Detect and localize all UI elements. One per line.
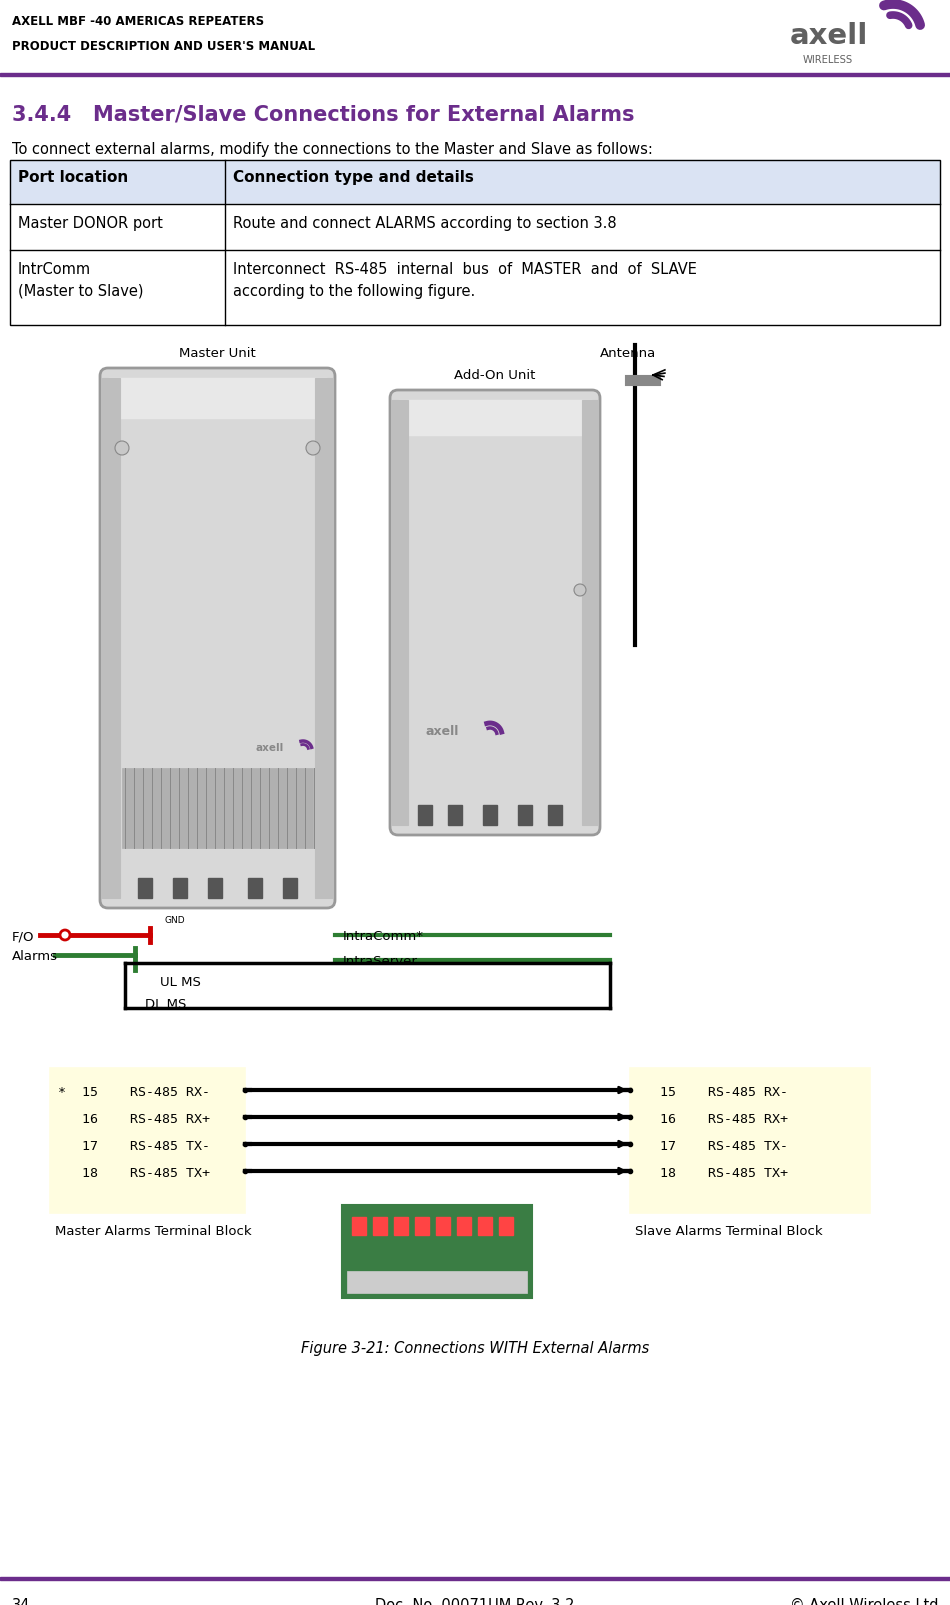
Text: 17    RS-485 TX-: 17 RS-485 TX- bbox=[660, 1140, 788, 1152]
Bar bbox=[548, 806, 562, 825]
Bar bbox=[10, 204, 940, 250]
Bar bbox=[10, 160, 940, 204]
Bar bbox=[208, 878, 222, 899]
Text: IntraServer: IntraServer bbox=[343, 955, 418, 968]
Bar bbox=[122, 769, 313, 847]
Text: 18    RS-485 TX+: 18 RS-485 TX+ bbox=[660, 1167, 788, 1180]
Text: AXELL MBF -40 AMERICAS REPEATERS: AXELL MBF -40 AMERICAS REPEATERS bbox=[12, 14, 264, 27]
Bar bbox=[418, 806, 432, 825]
Text: (Master to Slave): (Master to Slave) bbox=[18, 284, 143, 299]
Bar bbox=[102, 379, 120, 899]
Bar bbox=[630, 1067, 870, 1213]
Text: WIRELESS: WIRELESS bbox=[803, 55, 853, 64]
Text: To connect external alarms, modify the connections to the Master and Slave as fo: To connect external alarms, modify the c… bbox=[12, 141, 653, 157]
Bar bbox=[248, 878, 262, 899]
Bar bbox=[478, 1217, 492, 1234]
Bar bbox=[315, 379, 333, 899]
Text: 3.4.4   Master/Slave Connections for External Alarms: 3.4.4 Master/Slave Connections for Exter… bbox=[12, 104, 635, 124]
Text: Slave Alarms Terminal Block: Slave Alarms Terminal Block bbox=[635, 1225, 823, 1237]
Text: Master Alarms Terminal Block: Master Alarms Terminal Block bbox=[55, 1225, 252, 1237]
Text: Interconnect  RS-485  internal  bus  of  MASTER  and  of  SLAVE: Interconnect RS-485 internal bus of MAST… bbox=[233, 262, 697, 278]
Bar bbox=[448, 806, 462, 825]
Bar bbox=[173, 878, 187, 899]
Circle shape bbox=[306, 441, 320, 454]
Text: axell: axell bbox=[790, 22, 868, 50]
Text: axell: axell bbox=[255, 743, 283, 753]
Bar bbox=[342, 1205, 532, 1298]
Text: 16    RS-485 RX+: 16 RS-485 RX+ bbox=[660, 1112, 788, 1127]
Bar bbox=[0, 1578, 950, 1579]
Circle shape bbox=[574, 584, 586, 595]
Text: PRODUCT DESCRIPTION AND USER'S MANUAL: PRODUCT DESCRIPTION AND USER'S MANUAL bbox=[12, 40, 315, 53]
Text: IntraComm*: IntraComm* bbox=[343, 929, 424, 944]
FancyBboxPatch shape bbox=[390, 390, 600, 835]
Bar bbox=[352, 1217, 366, 1234]
Bar bbox=[0, 1578, 950, 1605]
Bar bbox=[347, 1271, 527, 1294]
Bar bbox=[108, 379, 327, 417]
Text: DL MS: DL MS bbox=[145, 998, 186, 1011]
Text: Master DONOR port: Master DONOR port bbox=[18, 217, 162, 231]
Text: Route and connect ALARMS according to section 3.8: Route and connect ALARMS according to se… bbox=[233, 217, 617, 231]
Bar bbox=[483, 806, 497, 825]
Text: Connection type and details: Connection type and details bbox=[233, 170, 474, 185]
Bar bbox=[436, 1217, 450, 1234]
Bar bbox=[0, 0, 950, 75]
Text: 17    RS-485 TX-: 17 RS-485 TX- bbox=[58, 1140, 210, 1152]
Text: Port location: Port location bbox=[18, 170, 128, 185]
Text: GND: GND bbox=[164, 916, 185, 924]
Bar bbox=[10, 250, 940, 324]
Bar bbox=[457, 1217, 471, 1234]
Text: 18    RS-485 TX+: 18 RS-485 TX+ bbox=[58, 1167, 210, 1180]
Circle shape bbox=[60, 929, 70, 941]
Bar bbox=[518, 806, 532, 825]
Bar bbox=[415, 1217, 429, 1234]
Text: Add-On Unit: Add-On Unit bbox=[454, 369, 536, 382]
Bar bbox=[499, 1217, 513, 1234]
Text: IntrComm: IntrComm bbox=[18, 262, 91, 278]
Bar bbox=[0, 72, 950, 75]
Bar bbox=[283, 878, 297, 899]
Text: Antenna: Antenna bbox=[600, 347, 656, 360]
Text: © Axell Wireless Ltd: © Axell Wireless Ltd bbox=[789, 1599, 938, 1605]
Text: Master Unit: Master Unit bbox=[179, 347, 256, 360]
Bar bbox=[392, 400, 408, 825]
Text: *  15    RS-485 RX-: * 15 RS-485 RX- bbox=[58, 1087, 210, 1099]
Bar bbox=[138, 878, 152, 899]
Text: 16    RS-485 RX+: 16 RS-485 RX+ bbox=[58, 1112, 210, 1127]
Bar bbox=[394, 1217, 408, 1234]
Bar bbox=[398, 400, 592, 435]
Text: Figure 3-21: Connections WITH External Alarms: Figure 3-21: Connections WITH External A… bbox=[301, 1342, 649, 1356]
FancyBboxPatch shape bbox=[100, 368, 335, 908]
Text: according to the following figure.: according to the following figure. bbox=[233, 284, 475, 299]
Text: Alarms: Alarms bbox=[12, 950, 58, 963]
Text: 15    RS-485 RX-: 15 RS-485 RX- bbox=[660, 1087, 788, 1099]
Text: UL MS: UL MS bbox=[160, 976, 200, 989]
Text: Doc. No. 00071UM Rev. 3.2: Doc. No. 00071UM Rev. 3.2 bbox=[375, 1599, 575, 1605]
Bar bbox=[373, 1217, 387, 1234]
Circle shape bbox=[115, 441, 129, 454]
Text: F/O: F/O bbox=[12, 929, 34, 944]
Text: 34: 34 bbox=[12, 1599, 30, 1605]
Bar bbox=[10, 160, 940, 324]
Bar bbox=[50, 1067, 245, 1213]
Text: axell: axell bbox=[425, 725, 458, 738]
Bar bbox=[582, 400, 598, 825]
